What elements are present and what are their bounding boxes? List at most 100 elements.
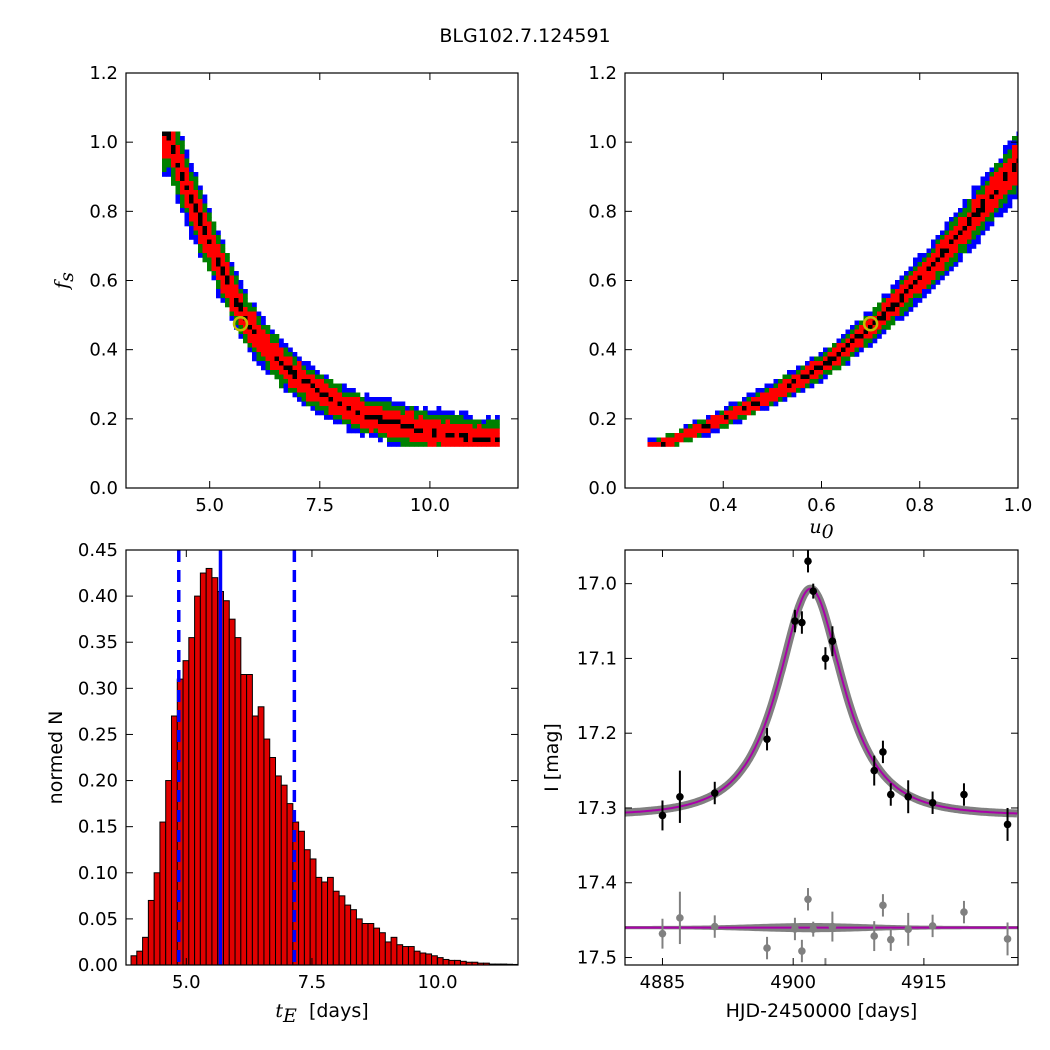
density-cell xyxy=(958,221,963,227)
density-cell xyxy=(953,262,959,267)
density-cell xyxy=(1003,176,1008,182)
density-cell xyxy=(333,419,338,425)
density-cell xyxy=(791,379,797,384)
density-cell xyxy=(890,298,896,303)
density-cell xyxy=(360,410,365,416)
density-cell xyxy=(863,320,869,326)
density-cell xyxy=(229,293,235,299)
density-cell xyxy=(769,397,774,402)
density-cell xyxy=(958,239,963,245)
density-cell xyxy=(877,302,882,308)
density-cell xyxy=(859,343,864,348)
density-cell xyxy=(971,185,977,191)
density-cell xyxy=(800,370,806,375)
density-cell xyxy=(297,379,302,384)
density-cell xyxy=(980,203,986,209)
density-cell xyxy=(450,428,455,434)
density-cell xyxy=(171,176,176,182)
density-cell xyxy=(791,388,797,393)
density-cell xyxy=(1012,154,1017,159)
density-cell xyxy=(724,424,729,429)
density-cell xyxy=(989,199,995,204)
density-cell xyxy=(180,172,185,177)
density-cell xyxy=(283,388,289,393)
density-cell xyxy=(454,424,460,429)
density-cell xyxy=(306,365,311,371)
hist-bar xyxy=(309,858,317,965)
density-cell xyxy=(319,383,325,389)
density-cell xyxy=(211,271,217,276)
hist-bar xyxy=(379,932,386,965)
density-cell xyxy=(944,239,950,245)
density-cell xyxy=(477,433,482,438)
density-cell xyxy=(886,320,891,326)
density-cell xyxy=(1012,136,1017,141)
density-cell xyxy=(252,338,257,344)
density-cell xyxy=(823,365,828,371)
density-cell xyxy=(180,208,185,213)
density-cell xyxy=(895,316,900,321)
density-cell xyxy=(292,352,298,357)
density-cell xyxy=(225,302,230,308)
density-cell xyxy=(769,388,774,393)
density-cell xyxy=(337,419,343,425)
density-cell xyxy=(247,307,253,312)
density-cell xyxy=(832,352,837,357)
density-cell xyxy=(355,397,361,402)
density-cell xyxy=(701,424,707,429)
density-cell xyxy=(899,284,905,290)
density-cell xyxy=(742,406,747,411)
density-cell xyxy=(935,271,941,276)
density-cell xyxy=(980,185,986,191)
panel-tE-histogram: 5.0 7.5 10.00.000.050.100.150.200.250.300.… xyxy=(45,540,519,1027)
density-cell xyxy=(841,356,846,362)
density-cell xyxy=(1003,199,1008,204)
y-tick-label: 0.35 xyxy=(78,632,118,653)
density-cell xyxy=(953,217,959,222)
density-cell xyxy=(252,320,257,326)
density-cell xyxy=(216,230,221,236)
density-cell xyxy=(432,442,437,447)
density-cell xyxy=(665,433,671,438)
density-cell xyxy=(859,320,864,326)
density-cell xyxy=(315,370,320,375)
density-cell xyxy=(665,442,671,447)
density-cell xyxy=(292,392,298,398)
density-cell xyxy=(369,424,374,429)
density-cell xyxy=(207,253,212,258)
y-axis-label: I [mag] xyxy=(541,723,563,792)
density-cell xyxy=(252,352,257,357)
density-cell xyxy=(234,307,239,312)
density-cell xyxy=(477,442,482,447)
density-cell xyxy=(737,419,743,425)
density-cell xyxy=(490,437,496,443)
density-cell xyxy=(396,415,401,420)
density-cell xyxy=(463,410,469,416)
density-cell xyxy=(216,293,221,299)
density-cell xyxy=(926,275,932,281)
density-cell xyxy=(220,275,226,281)
data-point xyxy=(821,654,830,663)
density-cell xyxy=(414,419,419,425)
density-cell xyxy=(495,415,500,420)
density-cell xyxy=(1003,149,1008,155)
density-cell xyxy=(868,343,873,348)
density-cell xyxy=(877,325,882,330)
density-cell xyxy=(845,334,851,339)
density-cell xyxy=(710,419,716,425)
density-cell xyxy=(868,325,873,330)
residual-point xyxy=(798,947,806,955)
density-cell xyxy=(1007,172,1013,177)
density-cell xyxy=(868,334,873,339)
hist-bar xyxy=(159,821,167,965)
density-cell xyxy=(189,226,194,231)
density-cell xyxy=(989,194,995,200)
density-cell xyxy=(198,244,203,249)
density-cell xyxy=(315,379,320,384)
density-cell xyxy=(171,131,176,137)
density-cell xyxy=(405,419,410,425)
density-cell xyxy=(985,194,990,200)
density-cell xyxy=(971,203,977,209)
density-cell xyxy=(337,401,343,407)
density-cell xyxy=(400,437,406,443)
